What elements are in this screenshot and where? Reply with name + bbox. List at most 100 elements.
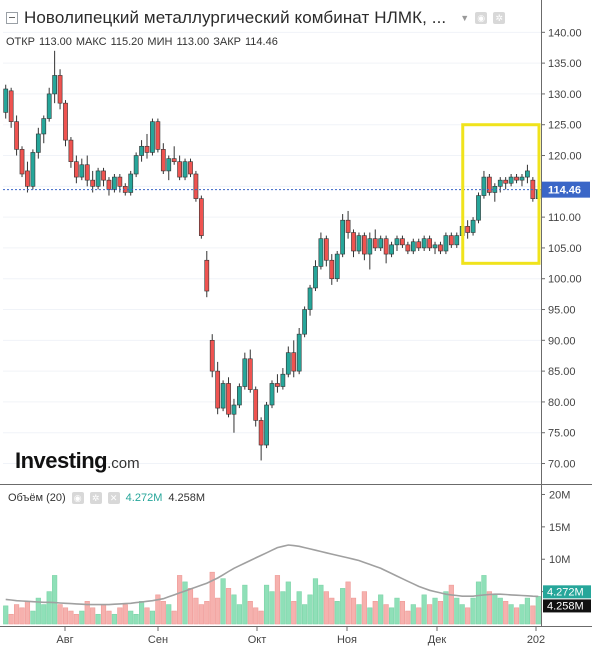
- volume-bar: [508, 604, 514, 625]
- volume-bar: [302, 604, 308, 625]
- volume-bar: [8, 613, 14, 625]
- candle-body: [519, 176, 525, 181]
- ohlc-open-value: 113.00: [39, 36, 72, 48]
- candle-body: [46, 93, 52, 119]
- candle-body: [35, 133, 41, 153]
- volume-bar: [231, 594, 237, 625]
- candle-body: [247, 358, 253, 390]
- volume-bar: [345, 581, 351, 625]
- candle-body: [52, 75, 57, 95]
- price-tick-label: 90.00: [548, 335, 576, 347]
- volume-bar: [492, 594, 498, 625]
- volume-bar: [421, 594, 427, 625]
- candle-body: [372, 238, 378, 249]
- gear-icon[interactable]: ✲: [89, 492, 102, 504]
- title-bar: Новолипецкий металлургический комбинат Н…: [6, 8, 506, 28]
- volume-bar: [30, 610, 36, 625]
- gear-icon[interactable]: ✲: [493, 12, 506, 24]
- volume-bar: [405, 610, 411, 625]
- price-tick-label: 100.00: [548, 274, 582, 286]
- volume-bar: [350, 597, 357, 625]
- candle-body: [155, 121, 161, 150]
- volume-bar: [111, 613, 117, 625]
- volume-bar: [285, 581, 291, 625]
- volume-bar: [46, 591, 52, 625]
- candle-body: [400, 238, 405, 246]
- volume-bar: [236, 604, 242, 625]
- candle-body: [166, 158, 172, 172]
- volume-bar: [481, 575, 487, 625]
- volume-bar: [242, 584, 248, 625]
- volume-bar: [307, 594, 313, 625]
- time-tick-label: Дек: [428, 634, 447, 646]
- volume-last-label: 4.272M: [547, 586, 584, 598]
- candle-body: [481, 176, 487, 196]
- collapse-icon[interactable]: [6, 12, 18, 24]
- time-tick-label: Сен: [148, 634, 168, 646]
- volume-bar: [209, 571, 215, 625]
- ohlc-high-label: МАКС: [75, 36, 107, 48]
- volume-bar: [52, 575, 58, 625]
- candle-body: [497, 179, 503, 187]
- candle-body: [160, 149, 166, 172]
- candle-body: [231, 404, 237, 415]
- volume-bar: [280, 591, 286, 625]
- price-tick-label: 120.00: [548, 151, 582, 163]
- volume-bar: [530, 605, 536, 625]
- ohlc-high-value: 115.20: [110, 36, 144, 48]
- price-tick-label: 140.00: [548, 27, 582, 39]
- volume-bar: [144, 607, 150, 625]
- volume-bar: [524, 597, 530, 625]
- eye-icon[interactable]: ◉: [475, 12, 488, 24]
- chevron-down-icon[interactable]: ▼: [460, 13, 470, 23]
- volume-bar: [193, 597, 199, 625]
- volume-bar: [486, 591, 492, 625]
- volume-bar: [84, 601, 90, 625]
- investing-logo: Investing.com: [15, 448, 140, 474]
- volume-bar: [448, 584, 454, 625]
- volume-ma-tag: [543, 599, 591, 613]
- volume-bar: [318, 584, 324, 625]
- close-icon[interactable]: ✕: [107, 492, 120, 504]
- volume-bar: [454, 597, 460, 625]
- price-tick-label: 125.00: [548, 120, 582, 132]
- candle-body: [237, 386, 242, 406]
- time-tick-label: 202: [527, 634, 545, 646]
- candle-body: [448, 235, 454, 246]
- candle-body: [329, 259, 335, 280]
- candle-body: [90, 179, 96, 187]
- candle-body: [410, 241, 416, 252]
- price-tick-label: 85.00: [548, 366, 576, 378]
- time-tick-label: Ноя: [337, 634, 357, 646]
- volume-bar: [399, 601, 406, 625]
- logo-brand: Investing: [15, 448, 108, 473]
- volume-bar: [166, 604, 172, 625]
- candle-body: [8, 90, 14, 122]
- candle-body: [171, 158, 177, 162]
- eye-icon[interactable]: ◉: [71, 492, 84, 504]
- candle-body: [112, 176, 117, 190]
- candle-body: [41, 118, 47, 135]
- volume-bar: [24, 601, 31, 625]
- ohlc-close-label: ЗАКР: [213, 36, 241, 48]
- volume-bar: [187, 588, 194, 625]
- candle-body: [258, 420, 264, 446]
- candle-body: [525, 170, 530, 178]
- candle-body: [128, 173, 134, 193]
- price-tick-label: 130.00: [548, 89, 582, 101]
- price-tick-label: 80.00: [548, 397, 576, 409]
- volume-bar: [416, 607, 422, 625]
- time-tick-label: Окт: [248, 634, 267, 646]
- candle-body: [356, 235, 362, 252]
- candle-body: [253, 389, 259, 421]
- ohlc-low-value: 113.00: [176, 36, 210, 48]
- volume-ma-label: 4.258M: [547, 600, 584, 612]
- candle-body: [394, 238, 400, 246]
- volume-bar: [269, 591, 275, 625]
- volume-bar: [133, 613, 139, 625]
- volume-bars: [3, 571, 541, 625]
- candle-body: [302, 309, 307, 335]
- volume-bar: [334, 601, 340, 625]
- volume-tick-label: 10M: [549, 554, 570, 566]
